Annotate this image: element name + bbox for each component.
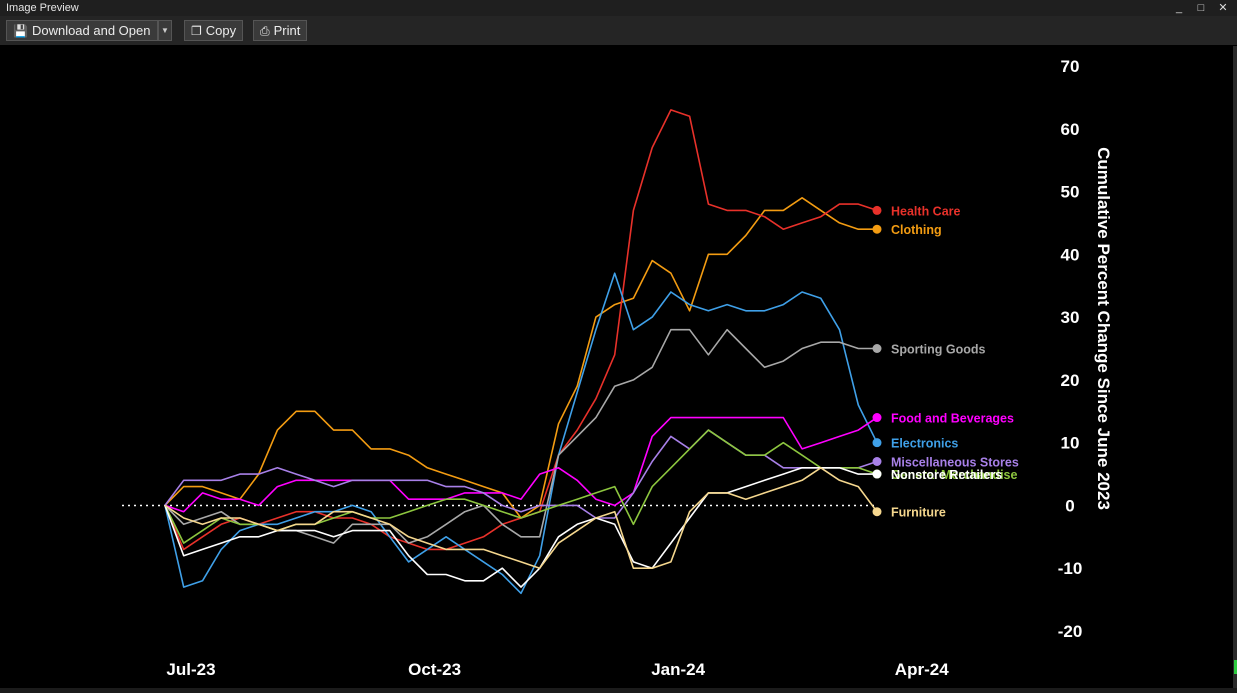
series-end-marker <box>872 224 882 234</box>
series-line <box>164 466 878 570</box>
print-label: Print <box>273 23 301 38</box>
y-axis-label: Cumulative Percent Change Since June 202… <box>1094 147 1113 510</box>
x-tick-label: Jul-23 <box>166 660 215 679</box>
copy-icon: ❐ <box>191 24 202 38</box>
window-title: Image Preview <box>6 2 79 14</box>
y-tick-label: -20 <box>1058 622 1083 641</box>
y-tick-label: 60 <box>1061 120 1080 139</box>
download-label: Download and Open <box>31 23 151 38</box>
series-line <box>164 429 878 544</box>
download-dropdown-button[interactable]: ▼ <box>158 20 172 41</box>
series-end-marker <box>872 469 882 479</box>
toolbar: 💾 Download and Open ▼ ❐ Copy ⎙ Print <box>0 16 1237 46</box>
status-marker <box>1234 660 1237 674</box>
x-tick-label: Apr-24 <box>895 660 949 679</box>
y-tick-label: 20 <box>1061 371 1080 390</box>
series-label: Clothing <box>891 223 942 237</box>
maximize-icon[interactable]: □ <box>1197 2 1205 14</box>
print-button[interactable]: ⎙ Print <box>253 20 308 41</box>
chart-area: 70 60 50 40 30 20 10 0 -10 -20 Cumulative Percent … <box>0 46 1233 688</box>
series-line <box>164 466 877 588</box>
y-tick-label: 10 <box>1061 434 1080 453</box>
series-line <box>164 109 878 551</box>
minimize-icon[interactable]: _ <box>1175 2 1183 14</box>
y-tick-label: 70 <box>1061 57 1080 76</box>
series-label: Food and Beverages <box>891 412 1014 426</box>
series-end-marker <box>872 205 882 215</box>
close-icon[interactable]: ✕ <box>1218 2 1228 14</box>
printer-icon: ⎙ <box>260 24 270 38</box>
series-end-marker <box>872 507 882 517</box>
y-tick-label: 40 <box>1061 245 1080 264</box>
window-edge <box>1233 46 1237 688</box>
y-tick-label: 30 <box>1061 308 1080 327</box>
x-tick-label: Oct-23 <box>408 660 461 679</box>
x-tick-label: Jan-24 <box>651 660 705 679</box>
series-label: Electronics <box>891 437 958 451</box>
copy-button[interactable]: ❐ Copy <box>184 20 244 41</box>
y-tick-label: -10 <box>1058 559 1083 578</box>
window-title-bar: Image Preview _ □ ✕ <box>0 0 1237 16</box>
y-tick-label: 0 <box>1065 496 1074 515</box>
download-and-open-button[interactable]: 💾 Download and Open <box>6 20 158 41</box>
chevron-down-icon: ▼ <box>161 26 169 35</box>
series-label: General Merchandise <box>891 468 1017 482</box>
save-icon: 💾 <box>13 24 28 38</box>
series-end-marker <box>872 438 882 448</box>
line-chart: 70 60 50 40 30 20 10 0 -10 -20 Cumulative Percent … <box>122 57 1113 679</box>
series-end-marker <box>872 344 882 353</box>
series-label: Furniture <box>891 506 946 520</box>
y-tick-label: 50 <box>1061 183 1080 202</box>
series-label: Sporting Goods <box>891 343 985 357</box>
series-label: Nonstore Retailers <box>891 468 1002 482</box>
series-line <box>164 272 878 595</box>
series-end-marker <box>872 413 882 423</box>
copy-label: Copy <box>205 23 237 38</box>
series-label: Health Care <box>891 204 961 218</box>
series-label: Miscellaneous Stores <box>891 456 1019 470</box>
series-line <box>164 416 878 513</box>
series-end-marker <box>872 457 882 466</box>
